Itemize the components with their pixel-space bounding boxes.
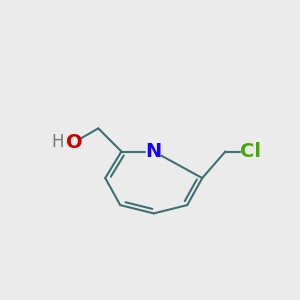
Circle shape	[67, 135, 81, 149]
Circle shape	[146, 144, 161, 159]
Text: O: O	[66, 133, 83, 152]
Circle shape	[242, 143, 259, 160]
Text: H: H	[51, 133, 63, 151]
Circle shape	[52, 138, 62, 147]
Text: Cl: Cl	[240, 142, 261, 161]
Text: N: N	[146, 142, 162, 161]
